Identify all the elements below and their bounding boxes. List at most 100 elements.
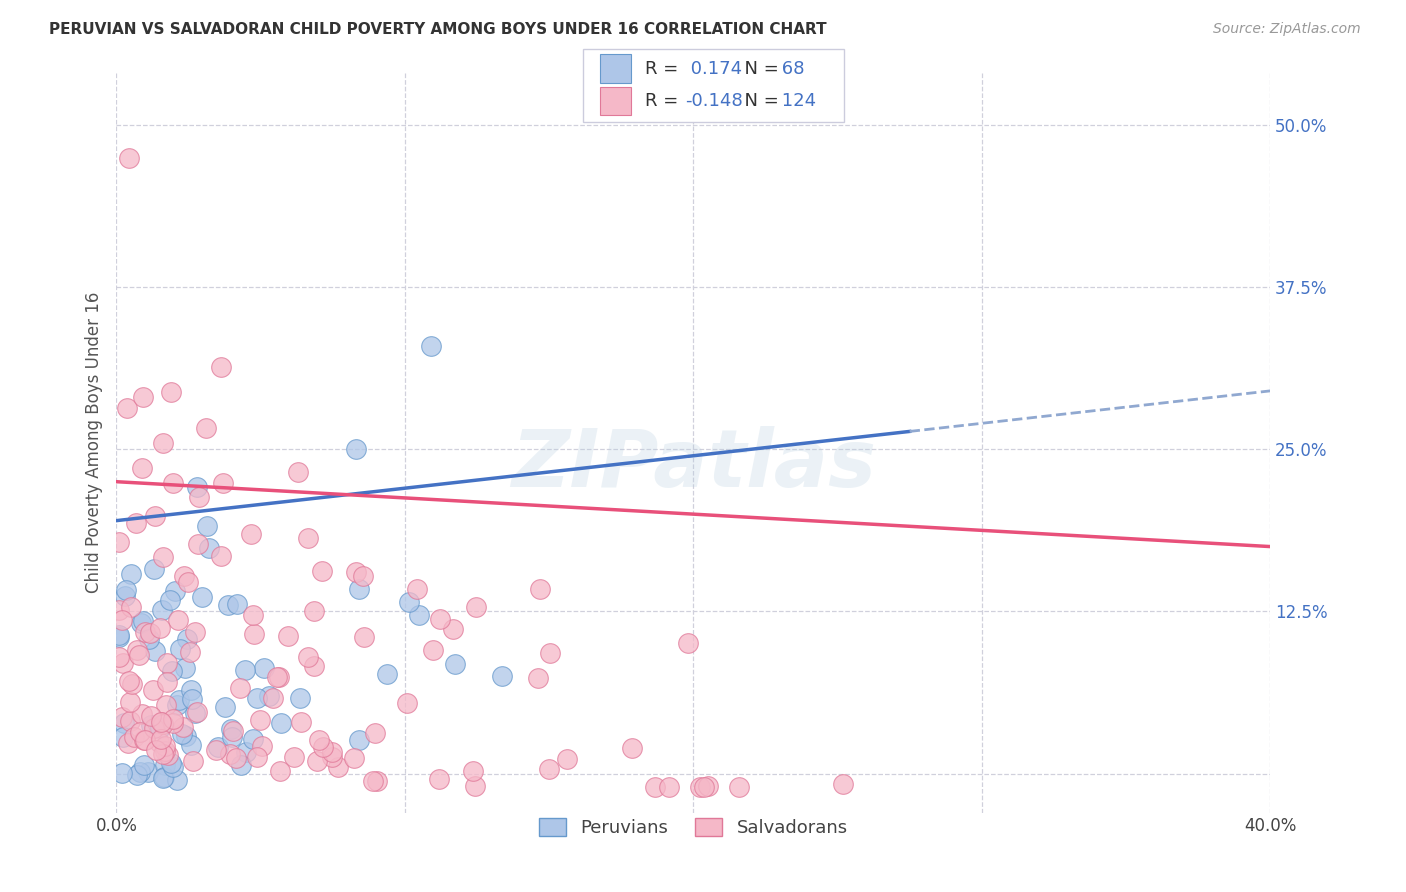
Point	[128, 765, 150, 780]
Point	[112, 716, 135, 731]
Text: ZIPatlas: ZIPatlas	[510, 426, 876, 504]
Point	[364, 725, 387, 739]
Point	[180, 738, 202, 752]
Point	[266, 670, 288, 684]
Point	[427, 772, 450, 786]
Point	[155, 698, 177, 712]
Point	[233, 663, 256, 677]
Point	[347, 582, 370, 597]
Point	[176, 632, 198, 646]
Point	[152, 770, 174, 784]
Point	[235, 746, 257, 760]
Point	[124, 730, 146, 744]
Point	[136, 764, 159, 779]
Point	[221, 730, 243, 744]
Point	[173, 661, 195, 675]
Point	[139, 709, 162, 723]
Point	[142, 562, 165, 576]
Point	[170, 727, 193, 741]
Point	[186, 537, 208, 551]
Point	[134, 733, 156, 747]
Point	[305, 754, 328, 768]
Point	[117, 674, 139, 689]
Point	[139, 718, 162, 732]
Point	[139, 625, 162, 640]
Point	[308, 733, 330, 747]
Point	[125, 642, 148, 657]
Point	[111, 710, 134, 724]
Point	[225, 751, 247, 765]
Point	[422, 642, 444, 657]
Point	[156, 675, 179, 690]
Point	[166, 698, 188, 712]
Point	[188, 490, 211, 504]
Point	[148, 735, 170, 749]
Point	[441, 622, 464, 636]
Point	[395, 696, 418, 710]
Point	[149, 732, 172, 747]
Text: R =: R =	[645, 92, 685, 110]
Point	[269, 764, 291, 778]
Point	[676, 636, 699, 650]
Point	[644, 780, 666, 794]
Point	[172, 720, 194, 734]
Point	[156, 656, 179, 670]
Point	[173, 569, 195, 583]
Point	[297, 649, 319, 664]
Point	[149, 714, 172, 729]
Point	[321, 750, 343, 764]
Point	[138, 632, 160, 646]
Point	[343, 750, 366, 764]
Text: -0.148: -0.148	[685, 92, 742, 110]
Point	[195, 519, 218, 533]
Point	[108, 628, 131, 642]
Point	[159, 592, 181, 607]
Point	[250, 739, 273, 753]
Point	[259, 689, 281, 703]
Point	[253, 661, 276, 675]
Point	[131, 706, 153, 721]
Point	[444, 657, 467, 671]
Point	[120, 714, 142, 729]
Point	[464, 779, 486, 793]
Point	[145, 742, 167, 756]
Legend: Peruvians, Salvadorans: Peruvians, Salvadorans	[531, 811, 855, 844]
Point	[270, 715, 292, 730]
Point	[429, 612, 451, 626]
Point	[166, 773, 188, 788]
Point	[191, 591, 214, 605]
Point	[693, 780, 716, 794]
Point	[125, 516, 148, 530]
Point	[207, 739, 229, 754]
Point	[242, 731, 264, 746]
Point	[120, 567, 142, 582]
Point	[132, 758, 155, 772]
Point	[347, 732, 370, 747]
Point	[209, 359, 232, 374]
Point	[145, 508, 167, 523]
Point	[218, 747, 240, 761]
Point	[128, 648, 150, 662]
Point	[152, 603, 174, 617]
Point	[149, 621, 172, 635]
Point	[219, 723, 242, 737]
Point	[491, 669, 513, 683]
Point	[198, 541, 221, 555]
Point	[159, 756, 181, 771]
Point	[290, 691, 312, 706]
Text: PERUVIAN VS SALVADORAN CHILD POVERTY AMONG BOYS UNDER 16 CORRELATION CHART: PERUVIAN VS SALVADORAN CHILD POVERTY AMO…	[49, 22, 827, 37]
Point	[142, 721, 165, 735]
Point	[181, 754, 204, 768]
Point	[398, 595, 420, 609]
Point	[728, 780, 751, 794]
Point	[243, 626, 266, 640]
Point	[108, 650, 131, 665]
Text: 0.174: 0.174	[685, 60, 742, 78]
Point	[222, 724, 245, 739]
Point	[537, 762, 560, 776]
Point	[461, 764, 484, 778]
Point	[326, 760, 349, 774]
Point	[129, 616, 152, 631]
Text: 124: 124	[776, 92, 817, 110]
Point	[156, 747, 179, 762]
